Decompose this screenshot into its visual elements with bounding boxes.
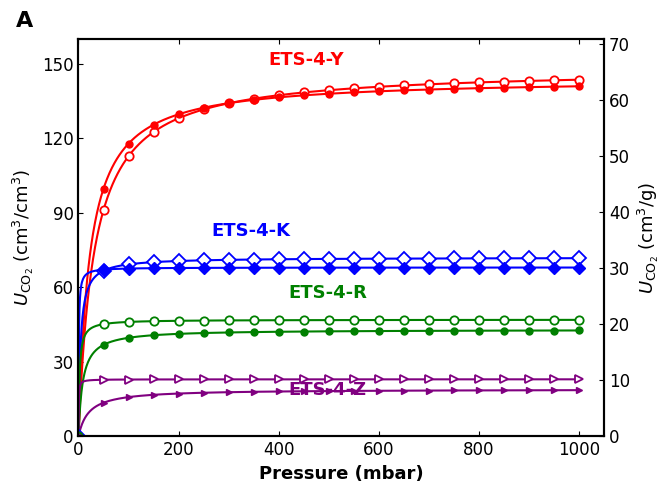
Text: ETS-4-R: ETS-4-R — [289, 284, 368, 302]
Text: ETS-4-Z: ETS-4-Z — [289, 381, 367, 399]
Text: A: A — [15, 11, 33, 31]
Y-axis label: $U_{\mathrm{CO_2}}$ (cm$^3$/g): $U_{\mathrm{CO_2}}$ (cm$^3$/g) — [636, 181, 661, 294]
Text: ETS-4-Y: ETS-4-Y — [269, 50, 344, 69]
Y-axis label: $U_{\mathrm{CO_2}}$ (cm$^3$/cm$^3$): $U_{\mathrm{CO_2}}$ (cm$^3$/cm$^3$) — [11, 169, 36, 306]
Text: ETS-4-K: ETS-4-K — [211, 222, 290, 240]
X-axis label: Pressure (mbar): Pressure (mbar) — [259, 465, 423, 483]
